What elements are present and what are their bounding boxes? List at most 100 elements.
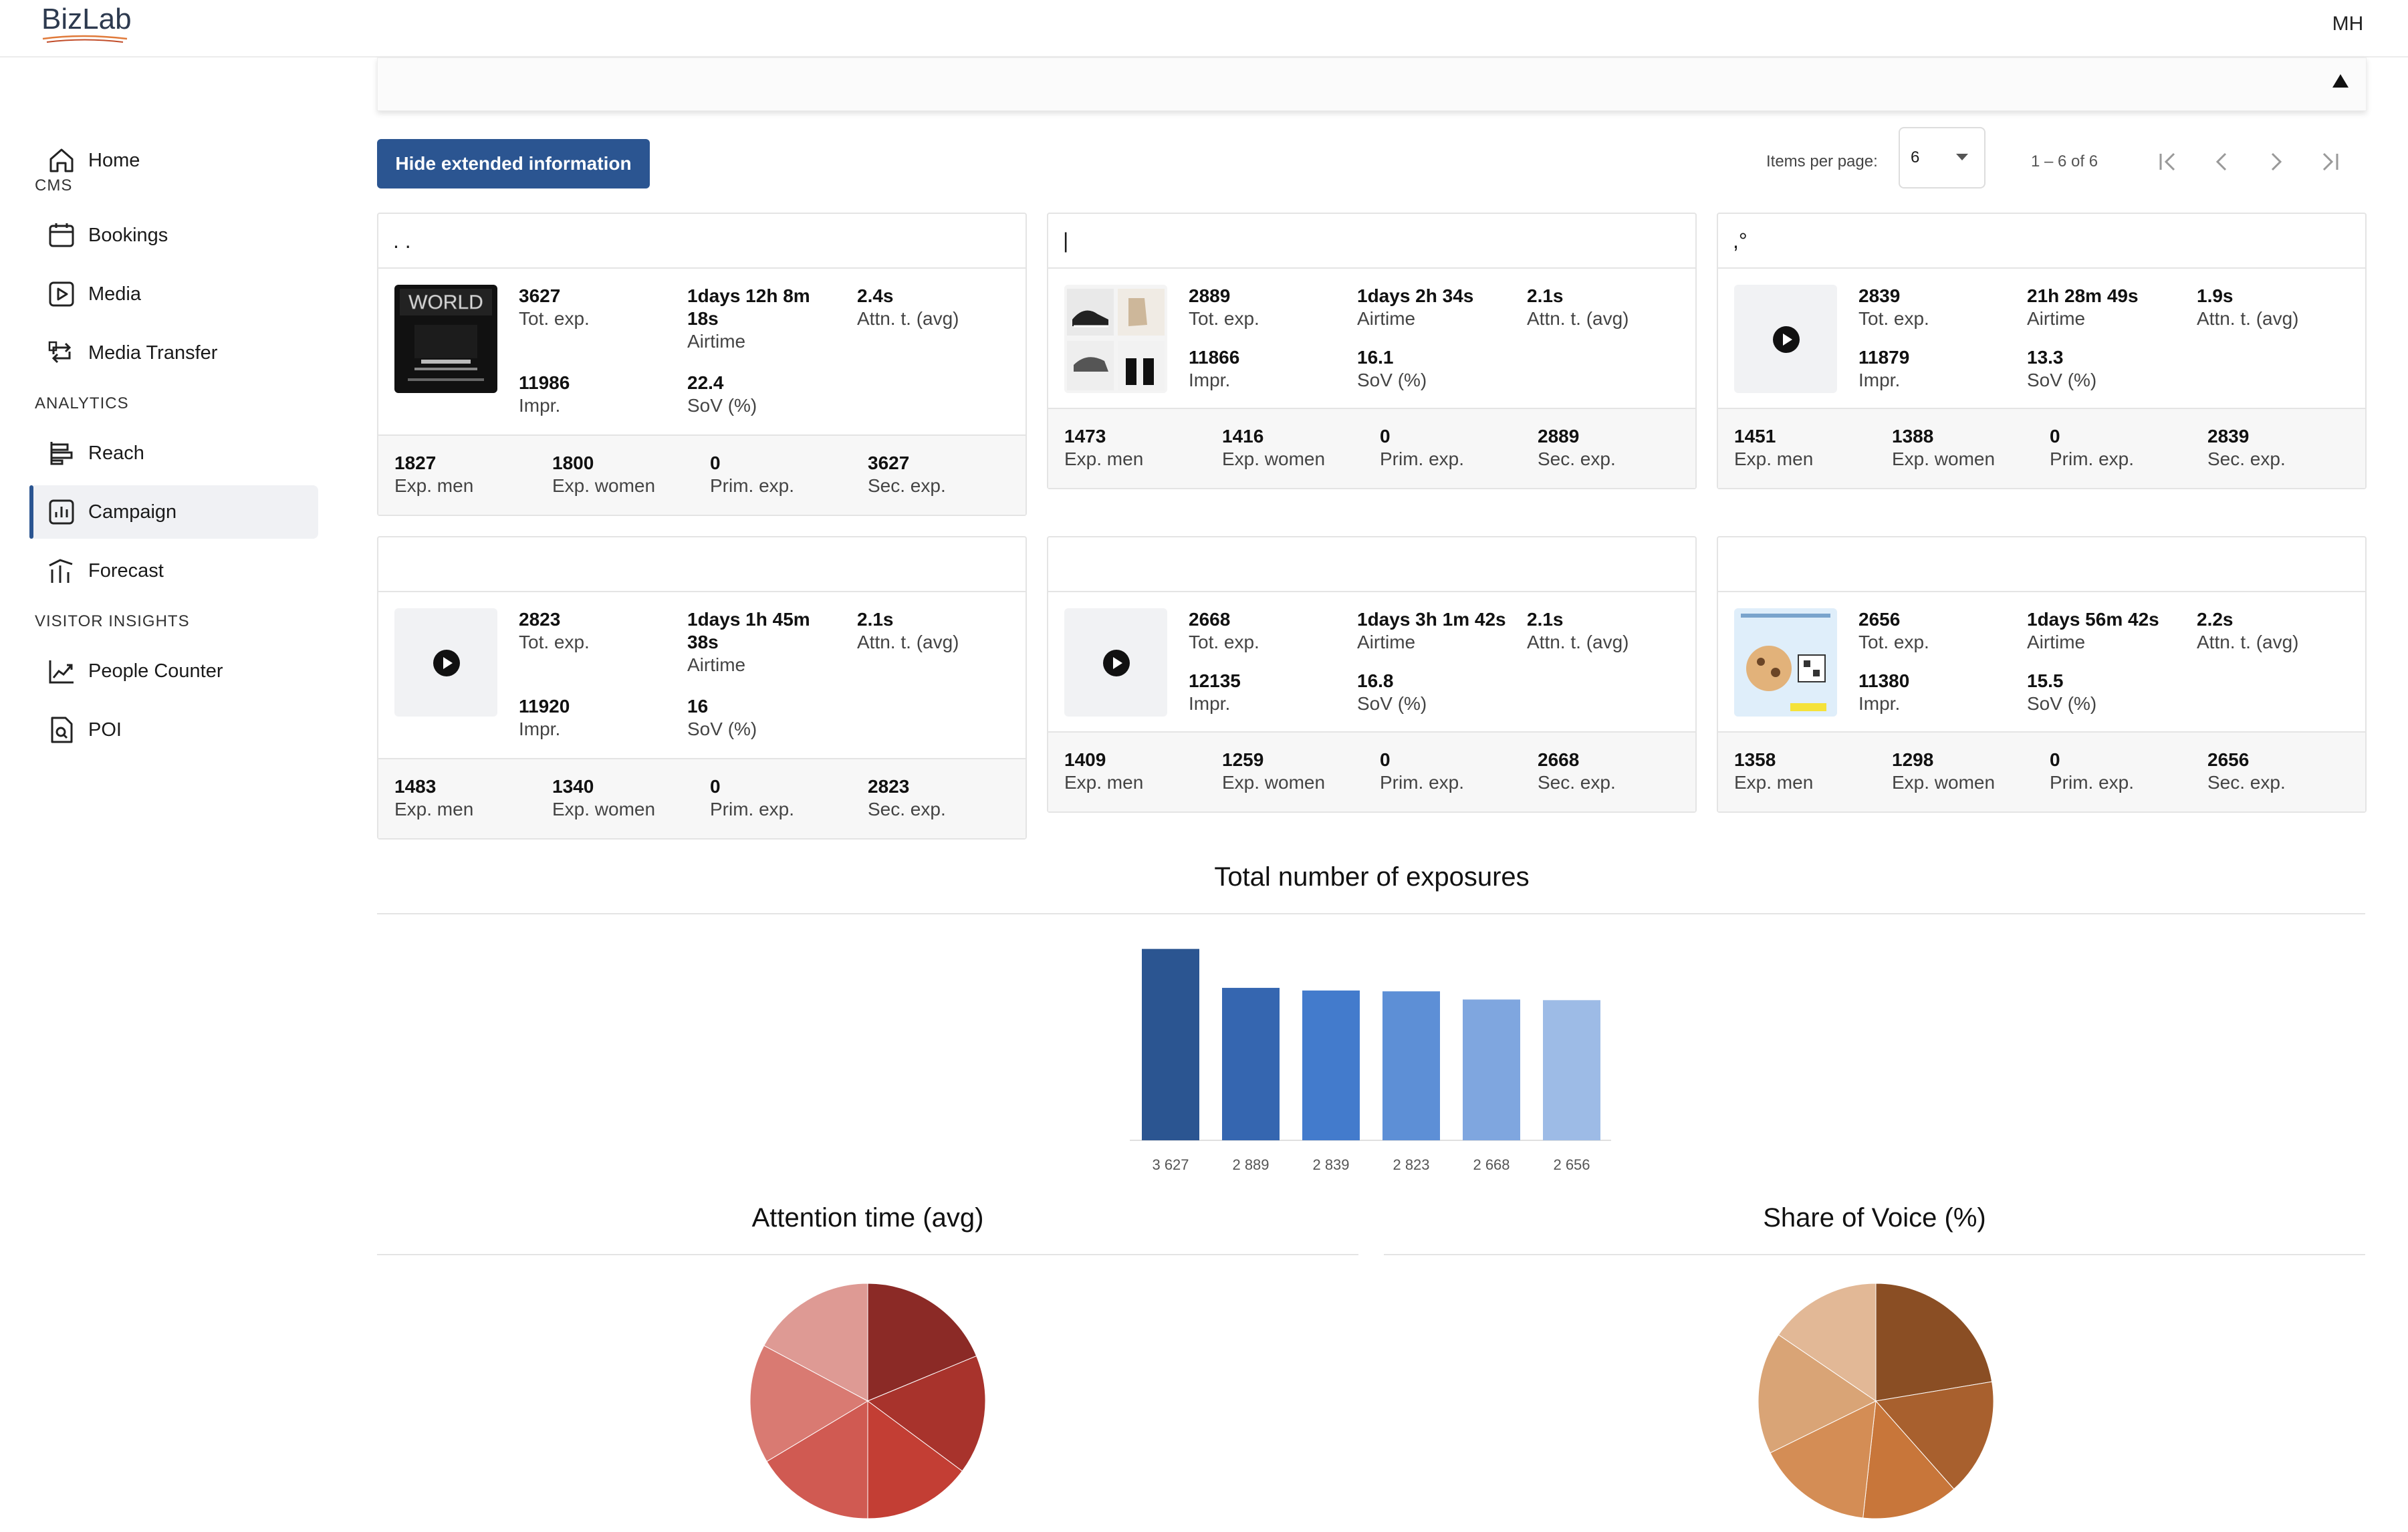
stat-label: Exp. women <box>1892 449 1996 469</box>
pie-slice-5[interactable] <box>1758 1334 1877 1454</box>
stat-label: Attn. t. (avg) <box>1527 632 1629 652</box>
user-avatar[interactable]: MH <box>2332 13 2364 35</box>
pie-slice-3[interactable] <box>1862 1400 1955 1519</box>
stat-value: 2.1s <box>1527 609 1564 630</box>
stat-label: Impr. <box>1858 693 1901 714</box>
bar-5[interactable] <box>1463 999 1520 1140</box>
media-card[interactable]: ,° 2839 Tot. exp. 21h 28m 49s Airtime 1.9s Att… <box>1717 213 2367 489</box>
media-card[interactable]: 2656 Tot. exp. 1days 56m 42s Airtime 2.2s Att… <box>1717 536 2367 813</box>
sidebar-item-poi[interactable]: POI <box>29 703 318 757</box>
chart-title-exposures: Total number of exposures <box>1214 862 1530 892</box>
sidebar-item-bookings[interactable]: Bookings <box>29 209 318 262</box>
pie-slice-2[interactable] <box>1875 1381 1994 1490</box>
media-card[interactable]: 2668 Tot. exp. 1days 3h 1m 42s Airtime 2.1s A… <box>1047 536 1697 813</box>
play-icon[interactable] <box>1773 326 1800 353</box>
stat-value: 2889 <box>1538 426 1580 446</box>
stat-label: Tot. exp. <box>519 308 590 329</box>
sidebar-item-forecast[interactable]: Forecast <box>29 544 318 598</box>
stat-impressions: 11879 Impr. <box>1858 346 2012 392</box>
media-thumbnail[interactable] <box>1064 608 1167 717</box>
pie-slice-3[interactable] <box>867 1400 963 1519</box>
stat-primary-exposures: 0 Prim. exp. <box>1380 425 1534 471</box>
stat-value: 2656 <box>2207 749 2250 770</box>
reach-icon <box>50 442 73 465</box>
stat-value: 1827 <box>394 453 437 473</box>
stat-value: 1451 <box>1734 426 1776 446</box>
stat-secondary-exposures: 2889 Sec. exp. <box>1538 425 1691 471</box>
pie-slice-4[interactable] <box>1770 1400 1877 1519</box>
stat-value: 3627 <box>868 453 910 473</box>
sidebar-item-people-counter[interactable]: People Counter <box>29 644 318 698</box>
stat-impressions: 11380 Impr. <box>1858 670 2012 715</box>
media-thumbnail[interactable]: WORLD <box>394 285 497 393</box>
home-icon <box>49 148 74 172</box>
last-page-icon[interactable] <box>2314 147 2344 176</box>
stat-impressions: 11920 Impr. <box>519 695 673 741</box>
stat-primary-exposures: 0 Prim. exp. <box>1380 749 1534 794</box>
trend-icon <box>49 660 74 684</box>
items-per-page-select[interactable]: 6 <box>1899 127 1985 188</box>
play-icon[interactable] <box>1103 650 1130 676</box>
pie-slice-1[interactable] <box>1875 1283 1993 1402</box>
play-icon[interactable] <box>433 650 460 676</box>
media-thumbnail[interactable] <box>394 608 497 717</box>
sidebar-item-campaign[interactable]: Campaign <box>29 485 318 539</box>
pie-slice-6[interactable] <box>1778 1283 1877 1402</box>
media-play-icon <box>49 281 74 307</box>
stat-label: Attn. t. (avg) <box>2197 632 2299 652</box>
bar-1[interactable] <box>1142 948 1199 1140</box>
previous-page-icon[interactable] <box>2207 147 2237 176</box>
stat-airtime: 1days 3h 1m 42s Airtime <box>1357 608 1531 654</box>
bar-2[interactable] <box>1222 987 1280 1140</box>
logo-swoosh-icon <box>42 35 128 43</box>
stat-label: Exp. men <box>394 799 474 819</box>
bar-3[interactable] <box>1302 990 1360 1140</box>
card-footer: 1409 Exp. men 1259 Exp. women 0 Prim. exp. 266… <box>1048 731 1695 811</box>
sidebar-item-media[interactable]: Media <box>29 267 318 321</box>
sidebar-item-media-transfer[interactable]: Media Transfer <box>29 326 318 380</box>
media-card[interactable]: | 2889 Tot. exp. 1days 2h 34s Airtime 2.1s Att… <box>1047 213 1697 489</box>
sidebar-item-home[interactable]: Home <box>29 134 318 187</box>
card-header: | <box>1048 214 1695 269</box>
stat-label: Airtime <box>2027 632 2086 652</box>
app-logo[interactable]: BizLab <box>41 3 132 43</box>
pie-slice-6[interactable] <box>763 1283 868 1402</box>
stat-exposures-women: 1340 Exp. women <box>552 775 706 821</box>
svg-text:WORLD: WORLD <box>408 291 483 313</box>
stat-label: Tot. exp. <box>519 632 590 652</box>
media-thumbnail[interactable] <box>1734 608 1837 717</box>
first-page-icon[interactable] <box>2154 147 2183 176</box>
bar-chart-icon <box>49 499 74 525</box>
stat-value: 2823 <box>868 776 910 797</box>
stat-attention-time: 2.1s Attn. t. (avg) <box>1527 608 1681 654</box>
media-thumbnail[interactable] <box>1064 285 1167 393</box>
pie-slice-4[interactable] <box>766 1400 868 1519</box>
stat-share-of-voice: 16.1 SoV (%) <box>1357 346 1511 392</box>
collapse-arrow-icon[interactable] <box>2332 74 2349 88</box>
stat-exposures-men: 1483 Exp. men <box>394 775 548 821</box>
stat-value: 11866 <box>1189 347 1240 368</box>
card-title: ,° <box>1733 229 1748 253</box>
media-card[interactable]: . . WORLD 3627 Tot. exp. 1days 12h 8m 18s Air… <box>377 213 1027 516</box>
stat-value: 11879 <box>1858 347 1910 368</box>
next-page-icon[interactable] <box>2261 147 2290 176</box>
pie-slice-2[interactable] <box>866 1355 986 1472</box>
bar-6[interactable] <box>1543 1000 1600 1140</box>
sidebar-item-label: Bookings <box>88 224 168 246</box>
pie-slice-1[interactable] <box>867 1283 977 1402</box>
stat-label: Exp. women <box>1222 449 1326 469</box>
stat-share-of-voice: 16 SoV (%) <box>687 695 841 741</box>
media-thumbnail[interactable] <box>1734 285 1837 393</box>
media-card[interactable]: 2823 Tot. exp. 1days 1h 45m 38s Airtime 2.1s… <box>377 536 1027 840</box>
sidebar-item-reach[interactable]: Reach <box>29 426 318 480</box>
hide-extended-info-button[interactable]: Hide extended information <box>377 139 650 188</box>
stat-share-of-voice: 22.4 SoV (%) <box>687 372 841 417</box>
sidebar-item-label: Media Transfer <box>88 342 218 364</box>
exposures-bar-chart: 3 627 2 889 2 839 2 823 2 668 2 656 <box>1130 948 1611 1173</box>
filters-panel-collapsed[interactable] <box>377 57 2367 111</box>
pie-slice-5[interactable] <box>749 1345 869 1462</box>
sidebar-item-label: People Counter <box>88 660 223 682</box>
stat-label: SoV (%) <box>1357 370 1427 390</box>
bar-4[interactable] <box>1382 991 1440 1140</box>
stat-label: Exp. men <box>394 475 474 496</box>
